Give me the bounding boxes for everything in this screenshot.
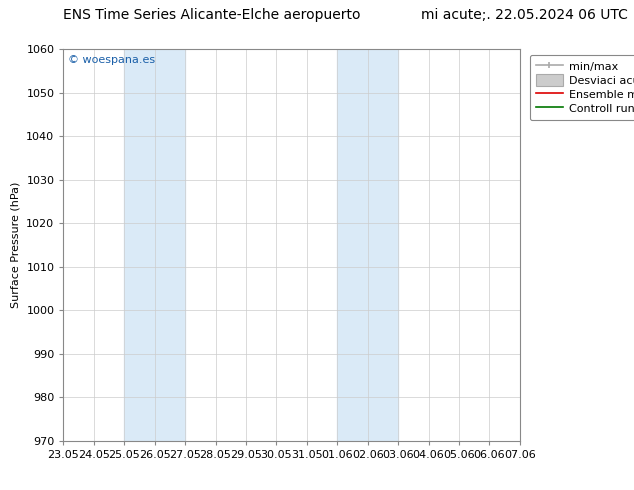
Text: ENS Time Series Alicante-Elche aeropuerto: ENS Time Series Alicante-Elche aeropuert… bbox=[63, 8, 361, 22]
Legend: min/max, Desviaci acute;n est acute;ndar, Ensemble mean run, Controll run: min/max, Desviaci acute;n est acute;ndar… bbox=[530, 54, 634, 120]
Bar bbox=[337, 49, 398, 441]
Text: mi acute;. 22.05.2024 06 UTC: mi acute;. 22.05.2024 06 UTC bbox=[421, 8, 628, 22]
Y-axis label: Surface Pressure (hPa): Surface Pressure (hPa) bbox=[11, 182, 21, 308]
Bar bbox=[124, 49, 185, 441]
Text: © woespana.es: © woespana.es bbox=[68, 55, 155, 65]
